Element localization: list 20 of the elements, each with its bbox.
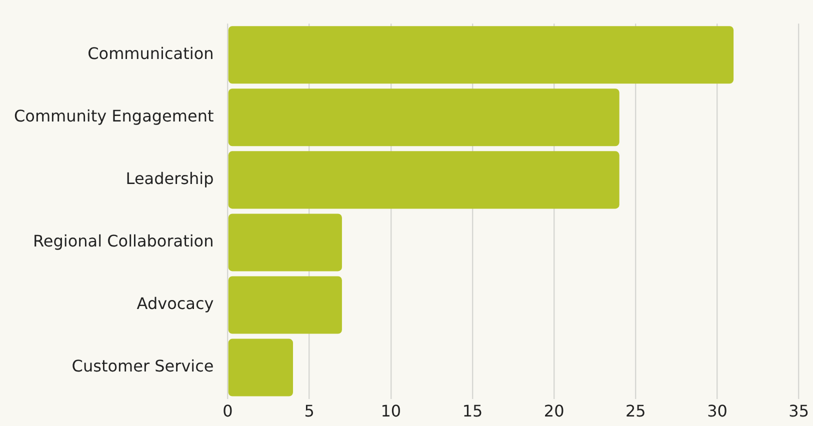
x-tick-label: 30: [707, 402, 728, 421]
y-tick-label: Leadership: [126, 169, 214, 188]
bar: [228, 151, 620, 209]
x-tick-label: 35: [788, 402, 809, 421]
y-tick-label: Customer Service: [72, 356, 214, 376]
x-tick-label: 0: [222, 402, 233, 421]
x-tick-label: 5: [304, 402, 314, 421]
bar: [228, 214, 342, 272]
x-tick-label: 15: [462, 402, 483, 421]
x-tick-label: 20: [544, 402, 564, 421]
x-tick-label: 25: [625, 402, 646, 421]
bar: [228, 26, 734, 84]
x-tick-label: 10: [380, 402, 402, 421]
bar: [228, 338, 294, 396]
bar: [228, 276, 342, 334]
y-tick-label: Community Engagement: [14, 106, 214, 126]
y-tick-label: Regional Collaboration: [32, 232, 214, 251]
y-tick-label: Communication: [88, 44, 214, 64]
y-tick-label: Advocacy: [136, 294, 214, 314]
bar: [228, 88, 620, 146]
